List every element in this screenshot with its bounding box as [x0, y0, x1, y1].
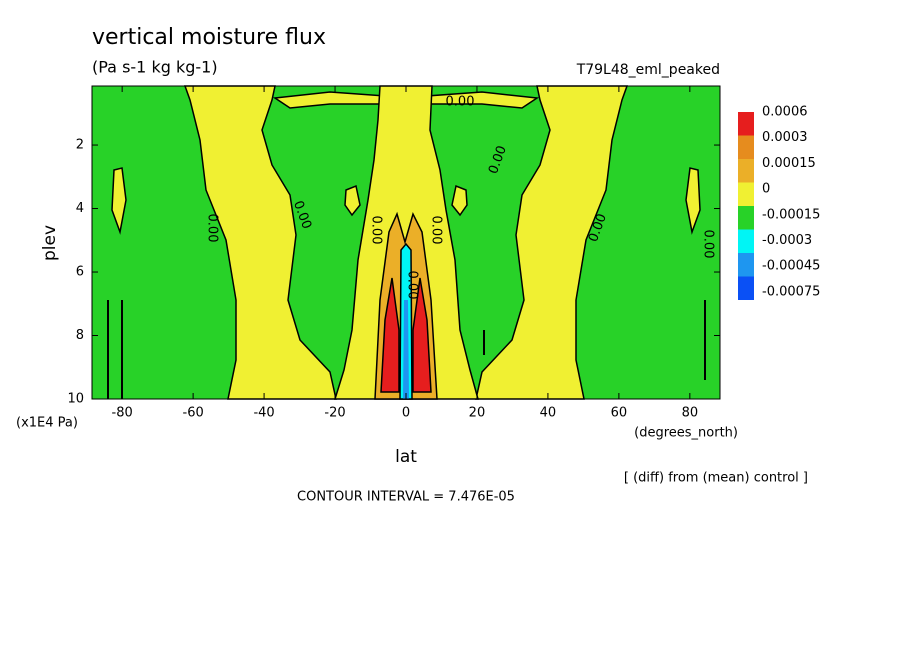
- contour-label: 0.00: [205, 214, 220, 243]
- contour-label: 0.00: [405, 271, 420, 300]
- colorbar-box: [738, 135, 754, 159]
- y-tick-label: 4: [76, 201, 84, 216]
- colorbar-label: 0.0003: [762, 130, 808, 145]
- x-tick-label: -60: [183, 406, 204, 421]
- colorbar-label: -0.00015: [762, 207, 820, 222]
- filled-region: [451, 184, 468, 217]
- x-tick-label: -80: [112, 406, 133, 421]
- x-tick-label: 40: [540, 406, 557, 421]
- colorbar-label: -0.00075: [762, 284, 820, 299]
- contour-label: 0.00: [701, 230, 716, 259]
- plot-area: 0.000.00 0.00 0.00 0.000.000.00 0.000.00: [92, 85, 720, 400]
- colorbar-label: -0.00045: [762, 259, 820, 274]
- colorbar-box: [738, 253, 754, 277]
- filled-region: [475, 85, 629, 400]
- colorbar-label: 0: [762, 182, 770, 197]
- y-tick-label: 10: [67, 392, 84, 407]
- colorbar-box: [738, 206, 754, 230]
- y-tick-label: 8: [76, 328, 84, 343]
- x-axis-unit: (degrees_north): [634, 426, 738, 441]
- filled-region: [403, 300, 409, 399]
- filled-region: [344, 184, 361, 217]
- contour-interval: CONTOUR INTERVAL = 7.476E-05: [297, 490, 515, 505]
- colorbar-box: [738, 276, 754, 300]
- colorbar-label: 0.0006: [762, 105, 808, 120]
- contour-label: 0.00: [429, 216, 444, 245]
- filled-region: [111, 167, 127, 235]
- y-tick-label: 2: [76, 138, 84, 153]
- x-tick-label: 20: [469, 406, 486, 421]
- x-tick-label: 0: [402, 406, 410, 421]
- colorbar-box: [738, 229, 754, 253]
- filled-region: [380, 277, 400, 393]
- y-tick-label: 6: [76, 265, 84, 280]
- x-tick-label: 60: [611, 406, 628, 421]
- contour-label: 0.00: [446, 95, 475, 110]
- x-tick-label: 80: [682, 406, 699, 421]
- x-axis-label: lat: [395, 447, 417, 467]
- colorbar-box: [738, 112, 754, 136]
- filled-region: [412, 277, 432, 393]
- y-axis-unit: (x1E4 Pa): [16, 416, 78, 431]
- chart-title: vertical moisture flux: [92, 25, 326, 50]
- y-axis-label: plev: [40, 225, 60, 261]
- note: [ (diff) from (mean) control ]: [624, 471, 808, 486]
- chart-subtitle: (Pa s-1 kg kg-1): [92, 58, 218, 77]
- x-tick-label: -20: [324, 406, 345, 421]
- run-label: T79L48_eml_peaked: [576, 62, 720, 78]
- colorbar-label: -0.0003: [762, 233, 812, 248]
- colorbar-box: [738, 159, 754, 183]
- colorbar-box: [738, 182, 754, 206]
- contour-label: 0.00: [369, 216, 384, 245]
- x-tick-label: -40: [253, 406, 274, 421]
- colorbar-label: 0.00015: [762, 156, 816, 171]
- filled-region: [183, 85, 337, 400]
- filled-region: [685, 167, 701, 235]
